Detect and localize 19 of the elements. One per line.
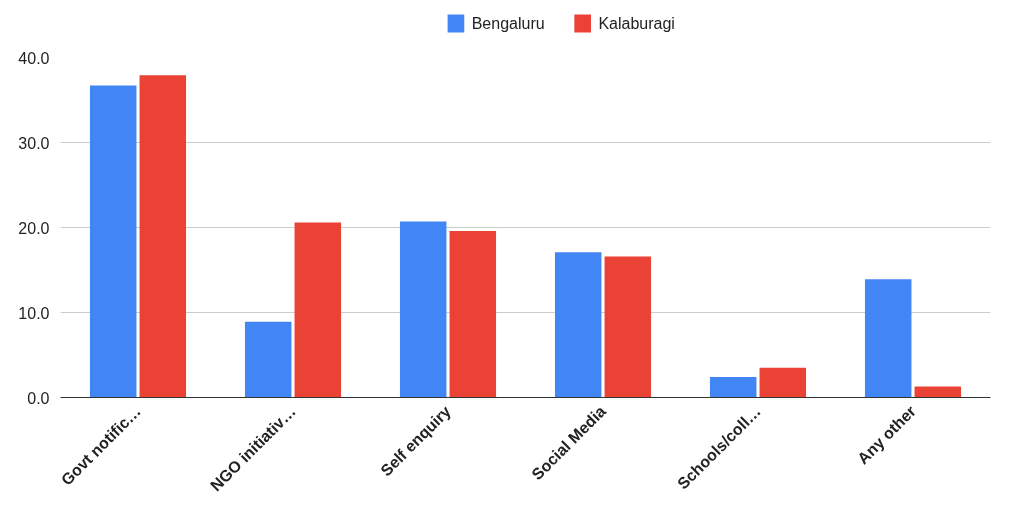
bar: [449, 230, 497, 398]
bar: [604, 256, 652, 398]
legend-label: Kalaburagi: [598, 15, 675, 32]
y-tick-label: 40.0: [18, 49, 50, 67]
bar: [914, 386, 962, 398]
bar: [709, 377, 757, 398]
bar: [759, 367, 807, 398]
bar: [244, 321, 292, 398]
bar: [139, 75, 187, 398]
bar: [294, 222, 342, 398]
bar: [89, 85, 137, 398]
y-tick-label: 30.0: [18, 134, 50, 152]
y-tick-label: 20.0: [18, 219, 50, 237]
legend-label: Bengaluru: [471, 15, 545, 32]
y-tick-label: 0.0: [27, 389, 50, 407]
bar: [864, 279, 912, 398]
bar: [399, 221, 447, 398]
bar: [554, 252, 602, 398]
y-tick-label: 10.0: [18, 304, 50, 322]
